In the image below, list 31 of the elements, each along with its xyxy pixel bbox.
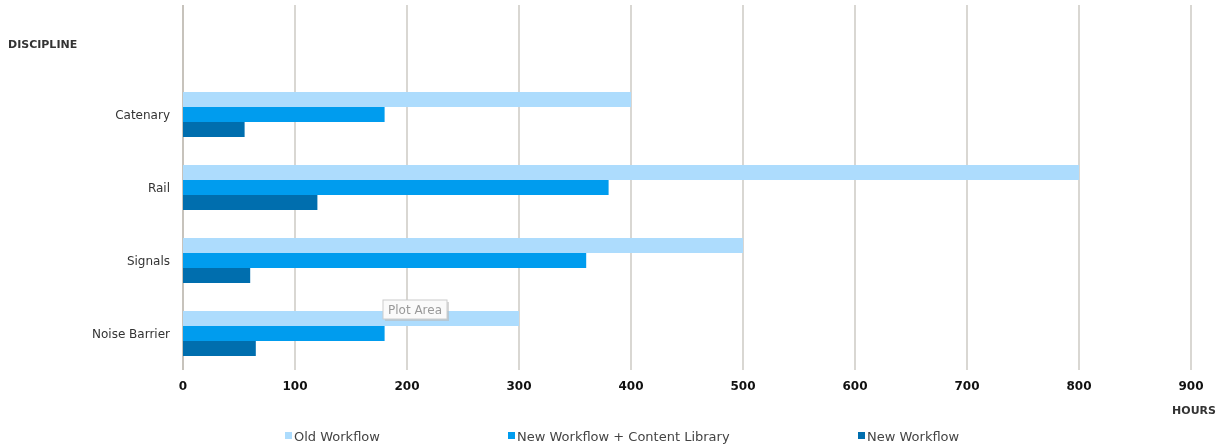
bar	[183, 326, 385, 341]
x-tick-label: 500	[730, 379, 756, 393]
y-tick-label: Rail	[147, 180, 170, 195]
y-axis-title: DISCIPLINE	[8, 38, 78, 51]
y-tick-label: Noise Barrier	[92, 326, 171, 341]
x-tick-label: 300	[506, 379, 532, 393]
annotation: Plot Area	[387, 303, 443, 317]
legend-label: Old Workflow	[294, 429, 381, 444]
bar	[183, 107, 385, 122]
x-tick-label: 600	[842, 379, 868, 393]
x-tick-label: 700	[954, 379, 980, 393]
bar	[183, 253, 587, 268]
x-tick-label: 200	[394, 379, 420, 393]
bar	[183, 238, 743, 253]
legend-label: New Workflow + Content Library	[517, 429, 730, 444]
y-tick-label: Catenary	[115, 107, 170, 122]
bar	[183, 195, 318, 210]
bar	[183, 268, 251, 283]
bar	[183, 165, 1079, 180]
x-tick-label: 900	[1178, 379, 1204, 393]
y-tick-label: Signals	[126, 253, 170, 268]
x-axis-title: HOURS	[1172, 404, 1217, 417]
x-tick-label: 100	[282, 379, 308, 393]
bar	[183, 180, 609, 195]
x-tick-label: 800	[1066, 379, 1092, 393]
x-tick-label: 0	[178, 379, 188, 393]
bar	[183, 92, 631, 107]
bar	[183, 341, 256, 356]
legend-label: New Workflow	[867, 429, 960, 444]
bar	[183, 122, 245, 137]
x-tick-label: 400	[618, 379, 644, 393]
